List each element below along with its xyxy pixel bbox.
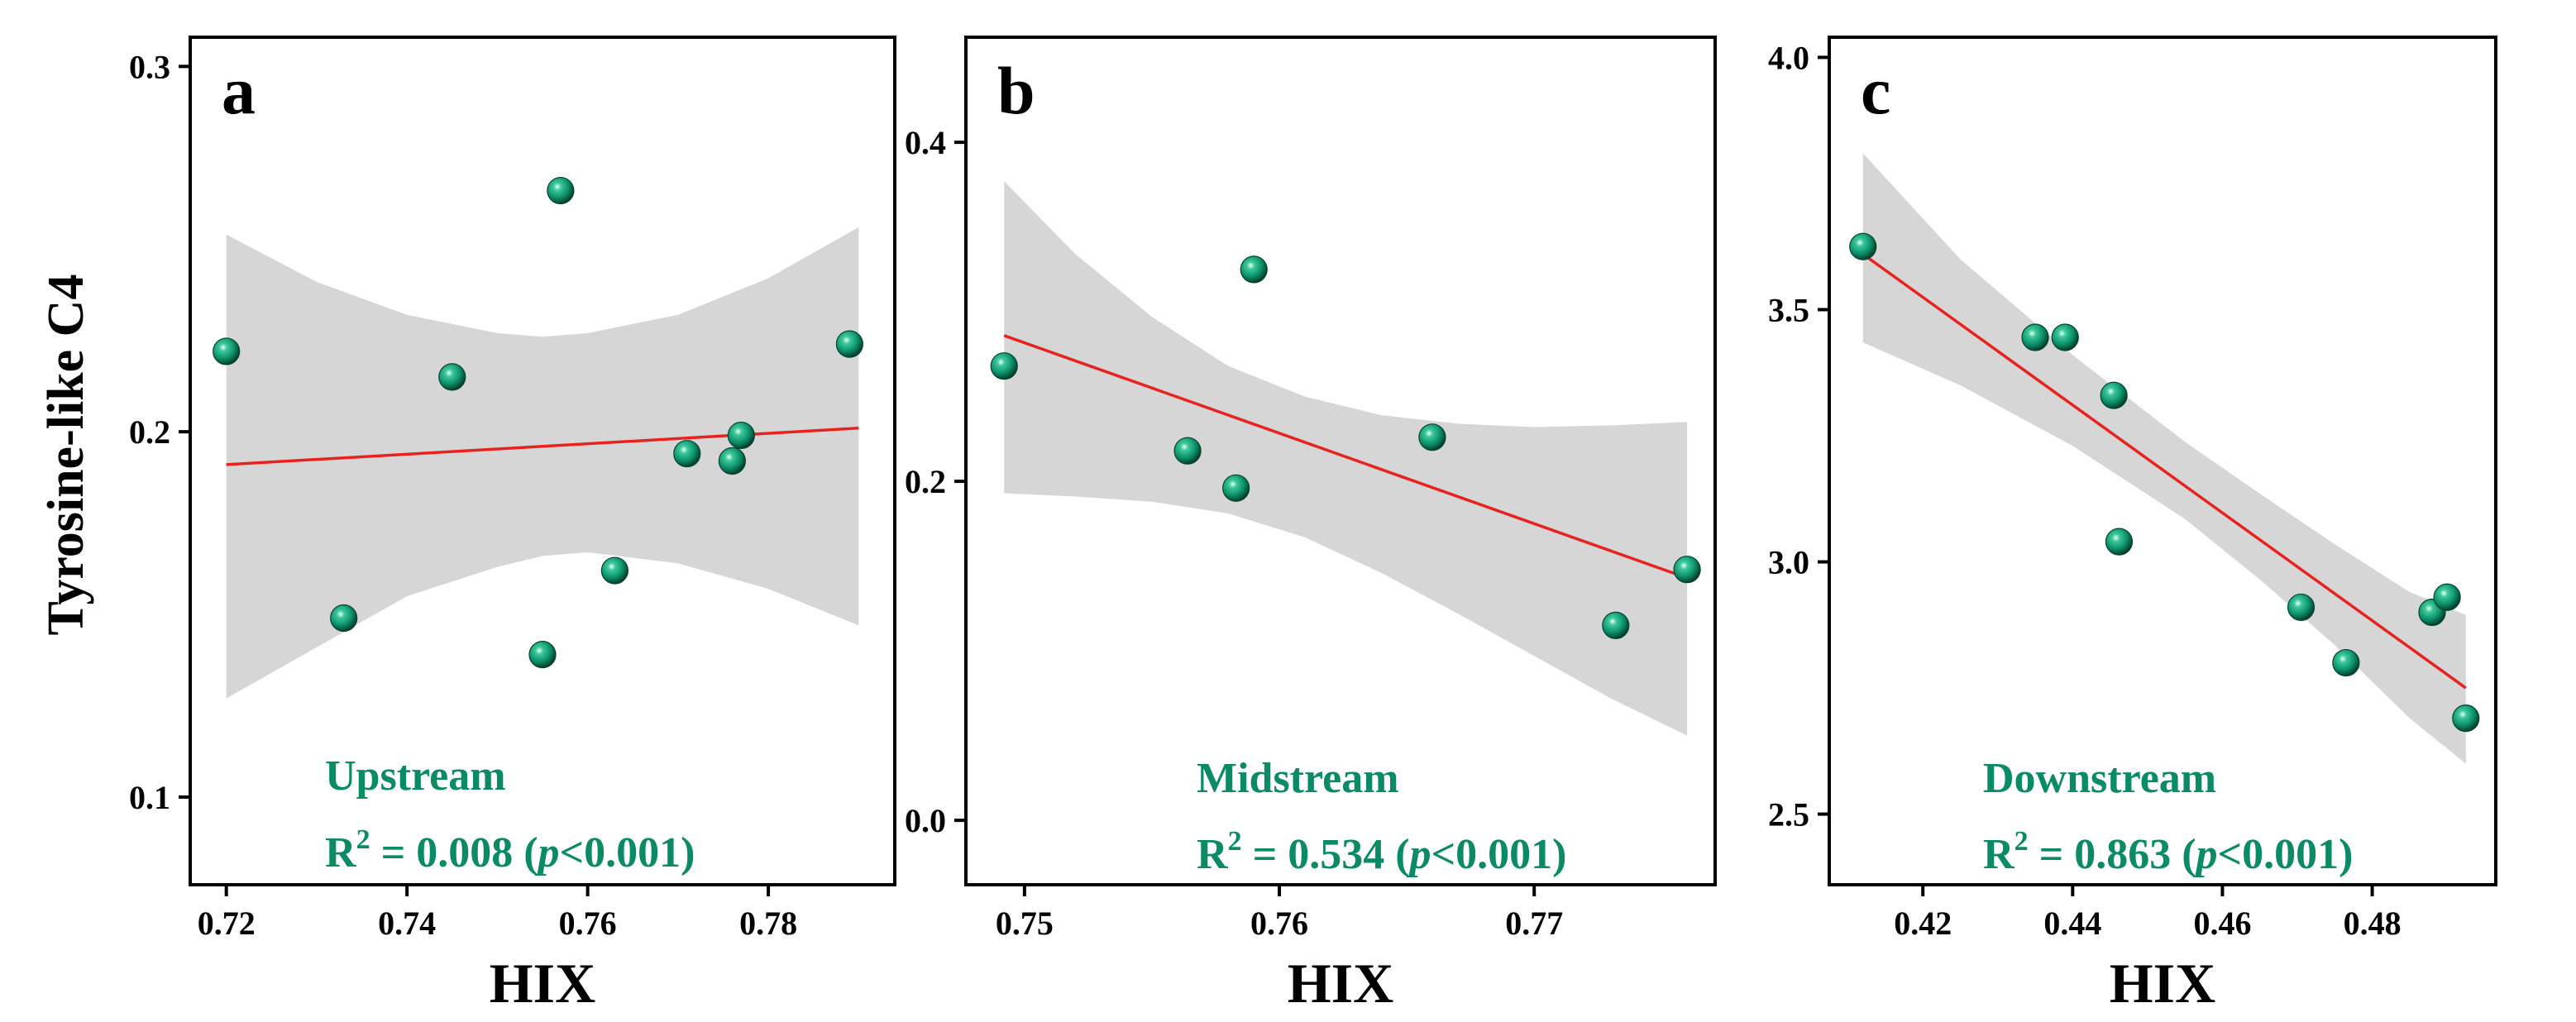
panel-a: 0.72 0.74 0.76 0.78 0.1 0.2 0.3 a Upstream R2… bbox=[129, 36, 896, 1015]
r2-value-c: = 0.863 ( bbox=[2029, 831, 2196, 878]
y-tick-label-a-2: 0.2 bbox=[129, 413, 170, 451]
y-tick-label-c-2: 3.0 bbox=[1768, 544, 1809, 581]
data-point-c-2 bbox=[2021, 323, 2049, 351]
data-point-a-9 bbox=[727, 421, 755, 450]
data-point-a-3 bbox=[438, 363, 466, 391]
regression-stat-b: R2 = 0.534 (p<0.001) bbox=[1197, 826, 1566, 878]
regression-stat-a: R2 = 0.008 (p<0.001) bbox=[325, 824, 695, 876]
x-tick-label-a-4: 0.78 bbox=[739, 905, 797, 942]
panel-letter-a: a bbox=[222, 53, 256, 128]
data-point-b-2 bbox=[1173, 437, 1202, 465]
p-symbol-c: p bbox=[2193, 831, 2218, 878]
x-axis-title-b: HIX bbox=[1288, 952, 1393, 1015]
data-point-a-10 bbox=[835, 330, 863, 358]
data-point-b-3 bbox=[1222, 474, 1250, 502]
x-tick-label-c-2: 0.44 bbox=[2043, 905, 2101, 942]
x-tick-label-b-3: 0.77 bbox=[1505, 905, 1563, 942]
site-label-upstream: Upstream bbox=[325, 752, 506, 800]
y-ticks-b: 0.0 0.2 0.4 bbox=[905, 124, 966, 839]
x-tick-label-b-1: 0.75 bbox=[996, 905, 1054, 942]
p-text-a: <0.001) bbox=[560, 829, 695, 876]
x-tick-label-c-1: 0.42 bbox=[1894, 905, 1952, 942]
site-label-downstream: Downstream bbox=[1983, 755, 2216, 802]
x-ticks-c: 0.42 0.44 0.46 0.48 bbox=[1894, 885, 2402, 942]
x-tick-label-c-3: 0.46 bbox=[2193, 905, 2251, 942]
confidence-band-c bbox=[1862, 153, 2466, 764]
r2-superscript-c: 2 bbox=[2014, 826, 2029, 857]
points-b bbox=[990, 256, 1701, 639]
data-point-a-2 bbox=[330, 604, 358, 633]
regression-line-c bbox=[1862, 252, 2467, 690]
x-tick-label-a-3: 0.76 bbox=[559, 905, 617, 942]
r2-prefix-c: R bbox=[1983, 831, 2015, 878]
x-ticks-b: 0.75 0.76 0.77 bbox=[996, 885, 1563, 942]
data-point-c-4 bbox=[2100, 381, 2128, 409]
data-point-a-1 bbox=[213, 337, 241, 365]
p-text-c: <0.001) bbox=[2218, 831, 2354, 878]
data-point-b-7 bbox=[1673, 556, 1701, 584]
plot-frame-a bbox=[189, 36, 896, 886]
y-tick-label-b-1: 0.0 bbox=[905, 802, 946, 839]
y-ticks-c: 2.5 3.0 3.5 4.0 bbox=[1768, 39, 1829, 833]
data-point-c-9 bbox=[2433, 583, 2461, 611]
points-a bbox=[213, 176, 863, 669]
regression-stat-c: R2 = 0.863 (p<0.001) bbox=[1983, 826, 2353, 878]
data-point-b-1 bbox=[990, 352, 1018, 380]
y-tick-label-a-1: 0.1 bbox=[129, 779, 170, 816]
r2-superscript-b: 2 bbox=[1228, 826, 1242, 857]
confidence-band-a bbox=[226, 227, 859, 699]
y-tick-label-b-2: 0.2 bbox=[905, 463, 946, 500]
y-tick-label-b-3: 0.4 bbox=[905, 124, 946, 161]
p-symbol-a: p bbox=[535, 829, 560, 876]
panel-letter-c: c bbox=[1861, 53, 1890, 128]
r2-value-a: = 0.008 ( bbox=[370, 829, 538, 876]
data-point-c-3 bbox=[2051, 323, 2079, 351]
panel-letter-b: b bbox=[997, 53, 1035, 128]
x-tick-label-a-1: 0.72 bbox=[198, 905, 256, 942]
y-tick-label-c-3: 3.5 bbox=[1768, 291, 1809, 328]
points-c bbox=[1849, 232, 2480, 733]
y-tick-label-a-3: 0.3 bbox=[129, 48, 170, 85]
data-point-b-5 bbox=[1418, 423, 1446, 451]
x-tick-label-c-4: 0.48 bbox=[2344, 905, 2402, 942]
data-point-c-10 bbox=[2452, 704, 2480, 733]
r2-value-b: = 0.534 ( bbox=[1242, 831, 1410, 878]
data-point-c-1 bbox=[1849, 232, 1877, 260]
confidence-band-b bbox=[1004, 181, 1688, 736]
x-axis-title-c: HIX bbox=[2110, 952, 2215, 1015]
data-point-a-8 bbox=[718, 447, 746, 475]
site-label-midstream: Midstream bbox=[1197, 755, 1399, 802]
x-tick-label-a-2: 0.74 bbox=[378, 905, 436, 942]
data-point-a-7 bbox=[673, 440, 701, 468]
y-axis-title: Tyrosine-like C4 bbox=[38, 275, 94, 636]
p-symbol-b: p bbox=[1407, 831, 1431, 878]
y-tick-label-c-4: 4.0 bbox=[1768, 39, 1809, 76]
data-point-c-5 bbox=[2105, 528, 2134, 556]
data-point-c-6 bbox=[2287, 593, 2316, 622]
r2-prefix-b: R bbox=[1197, 831, 1229, 878]
data-point-b-4 bbox=[1240, 256, 1268, 284]
r2-prefix-a: R bbox=[325, 829, 357, 876]
plot-frame-c bbox=[1828, 36, 2497, 886]
p-text-b: <0.001) bbox=[1431, 831, 1567, 878]
data-point-c-7 bbox=[2332, 648, 2360, 677]
panel-b: 0.75 0.76 0.77 0.0 0.2 0.4 b Midstream R2 = … bbox=[905, 36, 1717, 1015]
data-point-a-4 bbox=[528, 641, 557, 669]
y-tick-label-c-1: 2.5 bbox=[1768, 796, 1809, 833]
y-ticks-a: 0.1 0.2 0.3 bbox=[129, 48, 190, 816]
data-point-b-6 bbox=[1602, 611, 1630, 639]
x-axis-title-a: HIX bbox=[490, 952, 595, 1015]
data-point-a-5 bbox=[547, 176, 575, 205]
x-tick-label-b-2: 0.76 bbox=[1250, 905, 1308, 942]
panel-c: 0.42 0.44 0.46 0.48 2.5 3.0 3.5 4.0 c Downstre… bbox=[1768, 36, 2497, 1015]
r2-superscript-a: 2 bbox=[356, 824, 370, 855]
regression-line-b bbox=[1003, 334, 1688, 580]
data-point-a-6 bbox=[600, 556, 628, 585]
plot-frame-b bbox=[964, 36, 1717, 886]
x-ticks-a: 0.72 0.74 0.76 0.78 bbox=[198, 885, 797, 942]
